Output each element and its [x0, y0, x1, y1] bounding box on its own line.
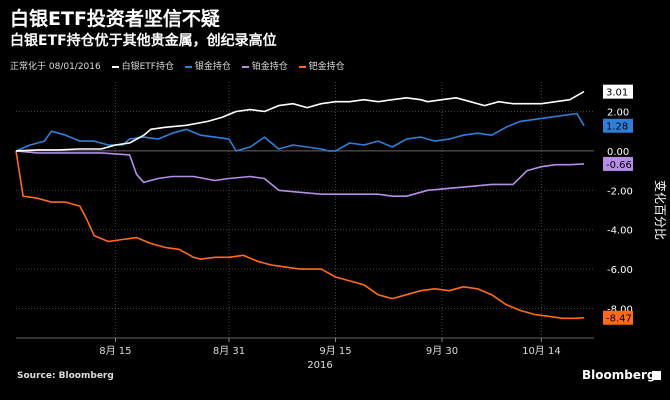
y-tick-label-5: -8.00: [607, 304, 633, 315]
source-note: Source: Bloomberg: [17, 371, 114, 381]
y-tick-label-4: -6.00: [607, 265, 633, 276]
legend-item-platinum: 铂金持仓: [241, 59, 288, 72]
last-value-label-palladium: -8.47: [606, 314, 632, 325]
last-value-label-gold: 1.28: [606, 122, 628, 133]
chart-subtitle: 白银ETF持仓优于其他贵金属，创纪录高位: [10, 33, 277, 49]
series-line-palladium: [15, 150, 585, 320]
y-tick-label-1: 0.00: [607, 147, 629, 158]
y-tick-label-2: -2.00: [607, 186, 633, 197]
y-tick-label-3: -4.00: [607, 226, 633, 237]
series-line-silver: [15, 90, 585, 152]
y-axis-title: 变化百分比: [653, 180, 668, 240]
last-value-box-silver: [603, 84, 633, 99]
x-tick-label-4: 10月 14: [522, 345, 561, 357]
legend-label-platinum: 铂金持仓: [251, 62, 288, 72]
x-year-label: 2016: [307, 360, 332, 371]
last-value-label-silver: 3.01: [606, 88, 628, 99]
legend-label-silver: 白银ETF持仓: [121, 62, 174, 72]
legend-item-silver: 白银ETF持仓: [111, 59, 174, 72]
x-tick-label-2: 9月 15: [319, 345, 351, 357]
chart-title: 白银ETF投资者坚信不疑: [10, 8, 220, 30]
brand-square-icon: [652, 371, 661, 380]
last-value-box-palladium: [603, 310, 633, 325]
x-tick-label-1: 8月 31: [213, 345, 245, 357]
legend: 正常化于 08/01/2016 白银ETF持仓 银金持仓 铂金持仓 钯金持仓: [10, 59, 353, 72]
legend-label-palladium: 钯金持仓: [308, 62, 345, 72]
y-tick-label-0: 2.00: [607, 108, 629, 119]
x-tick-label-3: 9月 30: [426, 345, 458, 357]
series-line-platinum: [15, 150, 585, 197]
x-tick-label-0: 8月 15: [99, 345, 131, 357]
legend-item-gold: 银金持仓: [184, 59, 231, 72]
legend-normalized-note: 正常化于 08/01/2016: [10, 62, 101, 72]
last-value-box-gold: [603, 118, 633, 133]
legend-item-palladium: 钯金持仓: [298, 59, 345, 72]
brand-logo: Bloomberg: [582, 368, 656, 382]
last-value-label-platinum: -0.66: [606, 160, 632, 171]
series-line-gold: [15, 112, 585, 152]
last-value-box-platinum: [603, 156, 633, 171]
legend-label-gold: 银金持仓: [194, 62, 231, 72]
